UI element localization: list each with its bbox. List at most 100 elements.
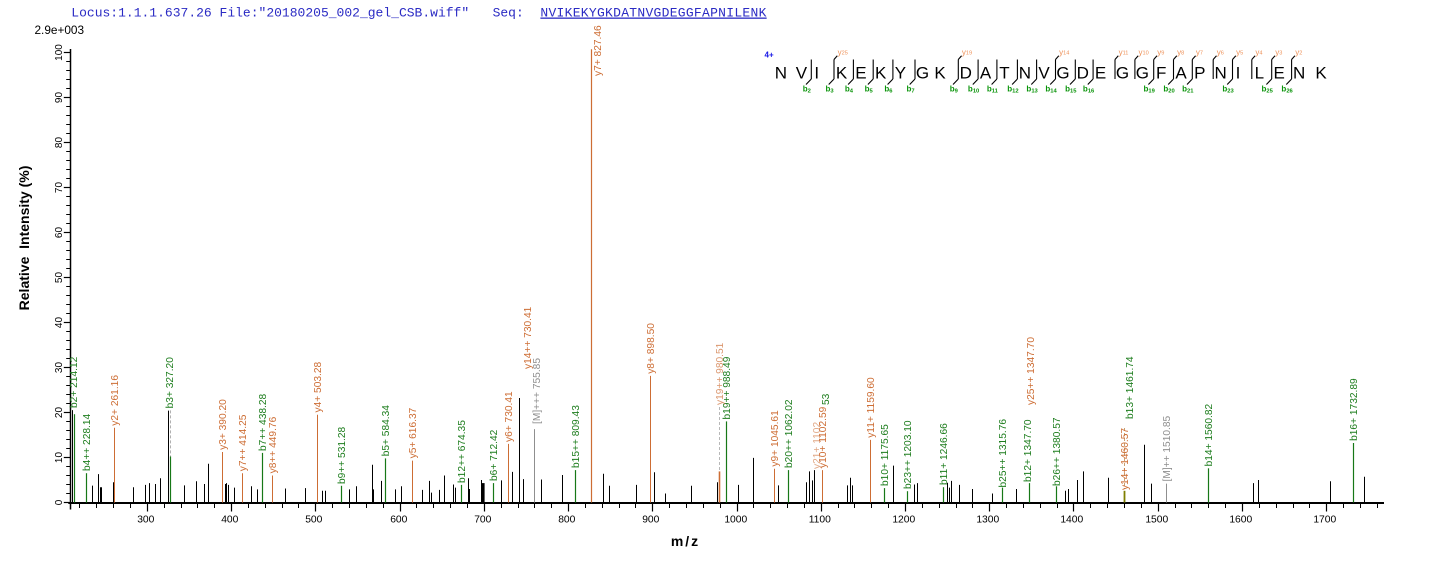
svg-text:y9: y9 [1157,48,1164,57]
svg-text:b7: b7 [906,85,914,95]
svg-text:b14+ 1560.82: b14+ 1560.82 [1204,403,1215,466]
svg-text:b6+ 712.42: b6+ 712.42 [489,429,500,481]
svg-text:60: 60 [54,227,65,239]
svg-text:b9: b9 [950,85,959,95]
svg-text:b19: b19 [1144,85,1156,95]
svg-text:b9++ 531.28: b9++ 531.28 [337,426,348,484]
svg-text:Relative Intensity (%): Relative Intensity (%) [16,166,32,311]
svg-text:b20++ 1062.02: b20++ 1062.02 [784,399,795,468]
svg-text:G: G [1056,64,1069,83]
svg-text:y7: y7 [1196,48,1203,57]
svg-text:V: V [796,64,808,83]
svg-text:y5: y5 [1236,48,1243,57]
svg-text:800: 800 [558,515,575,526]
svg-text:b13: b13 [1026,85,1038,95]
svg-text:b16: b16 [1083,85,1095,95]
svg-text:K: K [934,64,946,83]
svg-text:1700: 1700 [1313,515,1336,526]
svg-text:b15++ 809.43: b15++ 809.43 [571,405,582,468]
svg-text:30: 30 [54,362,65,374]
svg-text:80: 80 [54,137,65,149]
svg-text:y8+ 898.50: y8+ 898.50 [646,323,657,374]
svg-text:[M]++ 1510.85: [M]++ 1510.85 [1162,415,1173,481]
svg-text:y11+ 1159.60: y11+ 1159.60 [866,377,877,438]
svg-text:A: A [980,64,992,83]
svg-text:b5: b5 [865,85,874,95]
svg-text:y25++ 1347.70: y25++ 1347.70 [1026,337,1037,405]
svg-text:y2+ 261.16: y2+ 261.16 [110,375,121,426]
svg-text:700: 700 [474,515,491,526]
svg-text:G: G [1116,64,1129,83]
svg-text:I: I [1236,64,1241,83]
svg-text:m/z: m/z [671,533,700,549]
svg-text:53: 53 [821,393,832,405]
svg-text:N: N [1215,64,1227,83]
svg-text:b20: b20 [1163,85,1174,95]
svg-text:A: A [1175,64,1187,83]
svg-text:b13+ 1461.74: b13+ 1461.74 [1125,356,1136,419]
svg-text:y6: y6 [1217,48,1224,57]
svg-text:y14: y14 [1059,48,1069,57]
svg-text:y6+ 730.41: y6+ 730.41 [504,391,515,442]
svg-text:y19++ 980.51: y19++ 980.51 [715,342,726,405]
svg-text:b2+ 214.12: b2+ 214.12 [69,356,80,408]
svg-text:b6: b6 [884,85,893,95]
svg-text:E: E [855,64,866,83]
svg-text:b10: b10 [968,85,979,95]
svg-text:G: G [916,64,929,83]
svg-text:4+: 4+ [765,51,774,60]
svg-text:b4++ 228.14: b4++ 228.14 [82,413,93,471]
svg-text:b16+ 1732.89: b16+ 1732.89 [1349,378,1360,441]
svg-text:10: 10 [54,452,65,464]
svg-text:I: I [814,64,819,83]
svg-text:y5+ 616.37: y5+ 616.37 [408,407,419,458]
svg-text:b19++ 988.49: b19++ 988.49 [722,356,733,419]
svg-text:K: K [875,64,887,83]
svg-text:[M]+++ 755.85: [M]+++ 755.85 [532,358,543,424]
svg-text:E: E [1274,64,1285,83]
svg-text:E: E [1095,64,1106,83]
svg-text:1000: 1000 [724,515,747,526]
svg-text:y10+ 1102.59: y10+ 1102.59 [818,406,829,468]
svg-text:1500: 1500 [1145,515,1168,526]
svg-text:70: 70 [54,182,65,194]
svg-text:N: N [1019,64,1031,83]
svg-text:b21: b21 [1182,85,1194,95]
svg-text:b4: b4 [845,85,854,95]
svg-text:y8++ 449.76: y8++ 449.76 [268,416,279,473]
svg-text:b12+ 1347.70: b12+ 1347.70 [1023,419,1034,482]
svg-text:K: K [1315,64,1327,83]
svg-text:b23++ 1203.10: b23++ 1203.10 [903,420,914,489]
svg-text:b26++ 1380.57: b26++ 1380.57 [1052,417,1063,486]
svg-text:y11: y11 [1119,48,1129,57]
svg-text:b7++ 438.28: b7++ 438.28 [258,393,269,451]
svg-text:y3+ 390.20: y3+ 390.20 [218,399,229,450]
svg-text:y14+ 1460.57: y14+ 1460.57 [1120,428,1131,490]
svg-text:b23: b23 [1222,85,1234,95]
svg-text:y25: y25 [838,48,848,57]
svg-text:300: 300 [137,515,154,526]
svg-text:40: 40 [54,317,65,329]
svg-text:y2: y2 [1295,48,1302,57]
svg-text:b25: b25 [1262,85,1274,95]
svg-text:b10+ 1175.65: b10+ 1175.65 [880,424,891,486]
svg-text:b14: b14 [1045,85,1057,95]
svg-text:F: F [1156,64,1166,83]
svg-text:1200: 1200 [892,515,915,526]
svg-text:500: 500 [305,515,322,526]
svg-text:b11: b11 [987,85,999,95]
svg-text:D: D [960,64,972,83]
svg-text:y4: y4 [1255,48,1262,57]
svg-text:b26: b26 [1281,85,1293,95]
svg-text:b12: b12 [1007,85,1018,95]
svg-text:y21+ 1102: y21+ 1102 [812,422,823,469]
svg-text:1600: 1600 [1229,515,1252,526]
svg-text:1100: 1100 [809,515,831,526]
svg-text:Y: Y [895,64,906,83]
svg-text:b12++ 674.35: b12++ 674.35 [457,420,468,483]
svg-text:2.9e+003: 2.9e+003 [35,23,85,37]
svg-text:900: 900 [642,515,659,526]
svg-text:y19: y19 [962,48,972,57]
svg-text:b3: b3 [825,85,834,95]
svg-text:P: P [1194,64,1205,83]
